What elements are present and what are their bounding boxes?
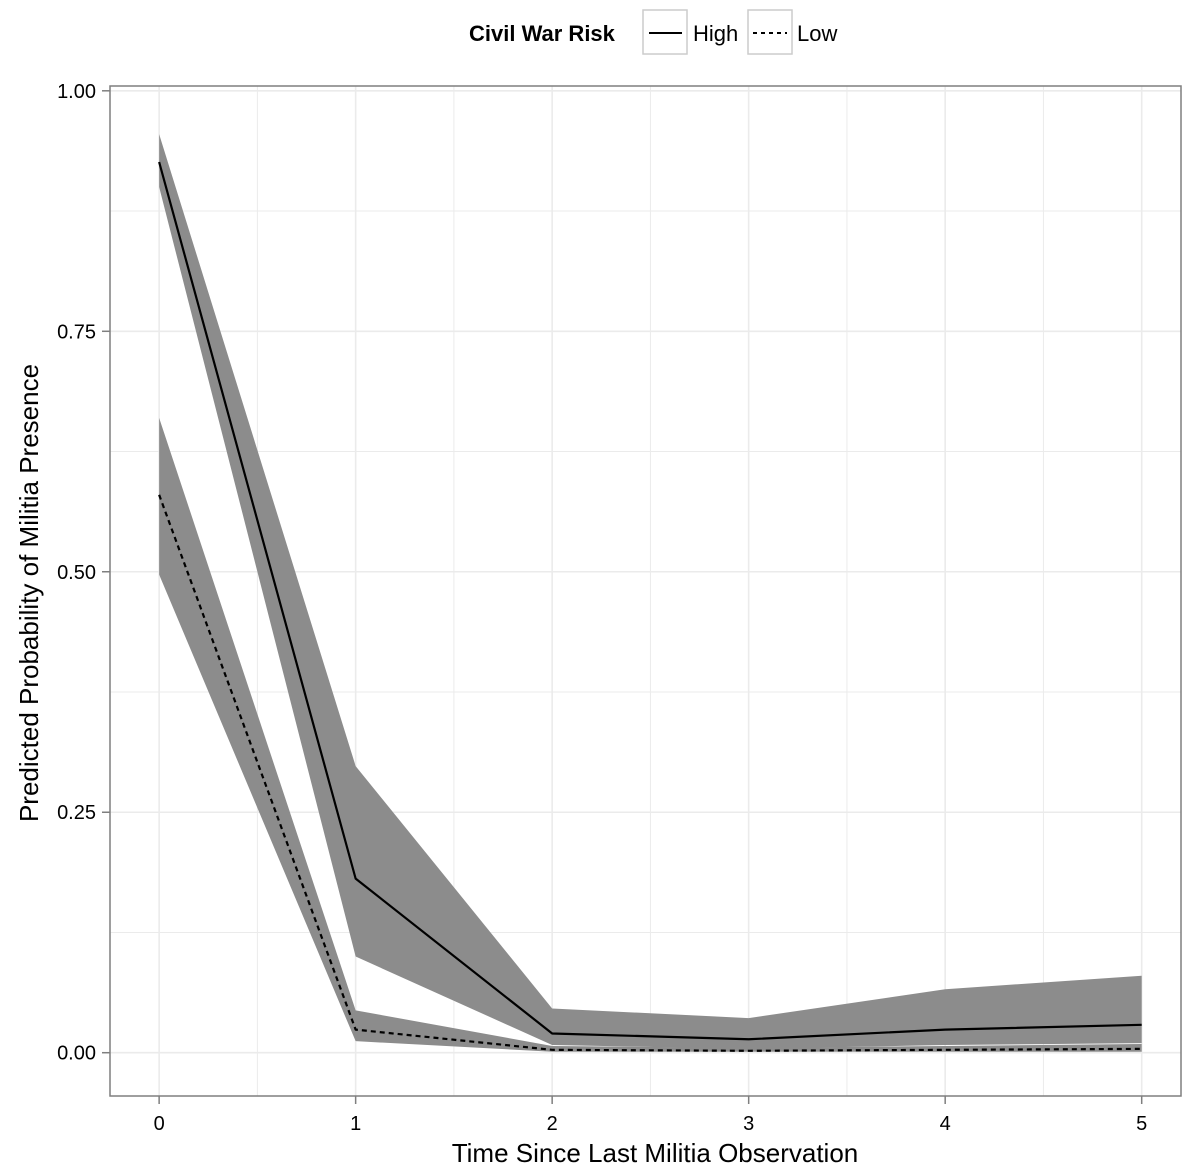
plot-panel (109, 85, 1182, 1097)
legend-label-low: Low (797, 21, 837, 46)
y-axis-title: Predicted Probability of Militia Presenc… (14, 364, 44, 822)
x-tick-label: 5 (1136, 1113, 1147, 1135)
x-tick-label: 0 (154, 1113, 165, 1135)
x-tick-label: 2 (547, 1113, 558, 1135)
y-tick-label: 1.00 (57, 81, 96, 103)
panel-border (109, 85, 1182, 1097)
series-line-low (158, 494, 1142, 1052)
y-tick-label: 0.50 (57, 562, 96, 584)
series-line-high (158, 161, 1142, 1041)
legend: Civil War Risk High Low (469, 9, 837, 55)
legend-label-high: High (693, 21, 738, 46)
grid-minor (110, 86, 1181, 1096)
x-tick-label: 4 (940, 1113, 951, 1135)
x-axis: 0 1 2 3 4 5 (154, 1096, 1147, 1135)
legend-title: Civil War Risk (469, 21, 616, 46)
y-tick-label: 0.25 (57, 802, 96, 824)
x-tick-label: 1 (350, 1113, 361, 1135)
y-tick-label: 0.75 (57, 321, 96, 343)
x-axis-title: Time Since Last Militia Observation (452, 1138, 859, 1167)
x-tick-label: 3 (743, 1113, 754, 1135)
y-axis: 0.00 0.25 0.50 0.75 1.00 (57, 81, 110, 1065)
y-tick-label: 0.00 (57, 1043, 96, 1065)
series-lines (158, 161, 1142, 1052)
